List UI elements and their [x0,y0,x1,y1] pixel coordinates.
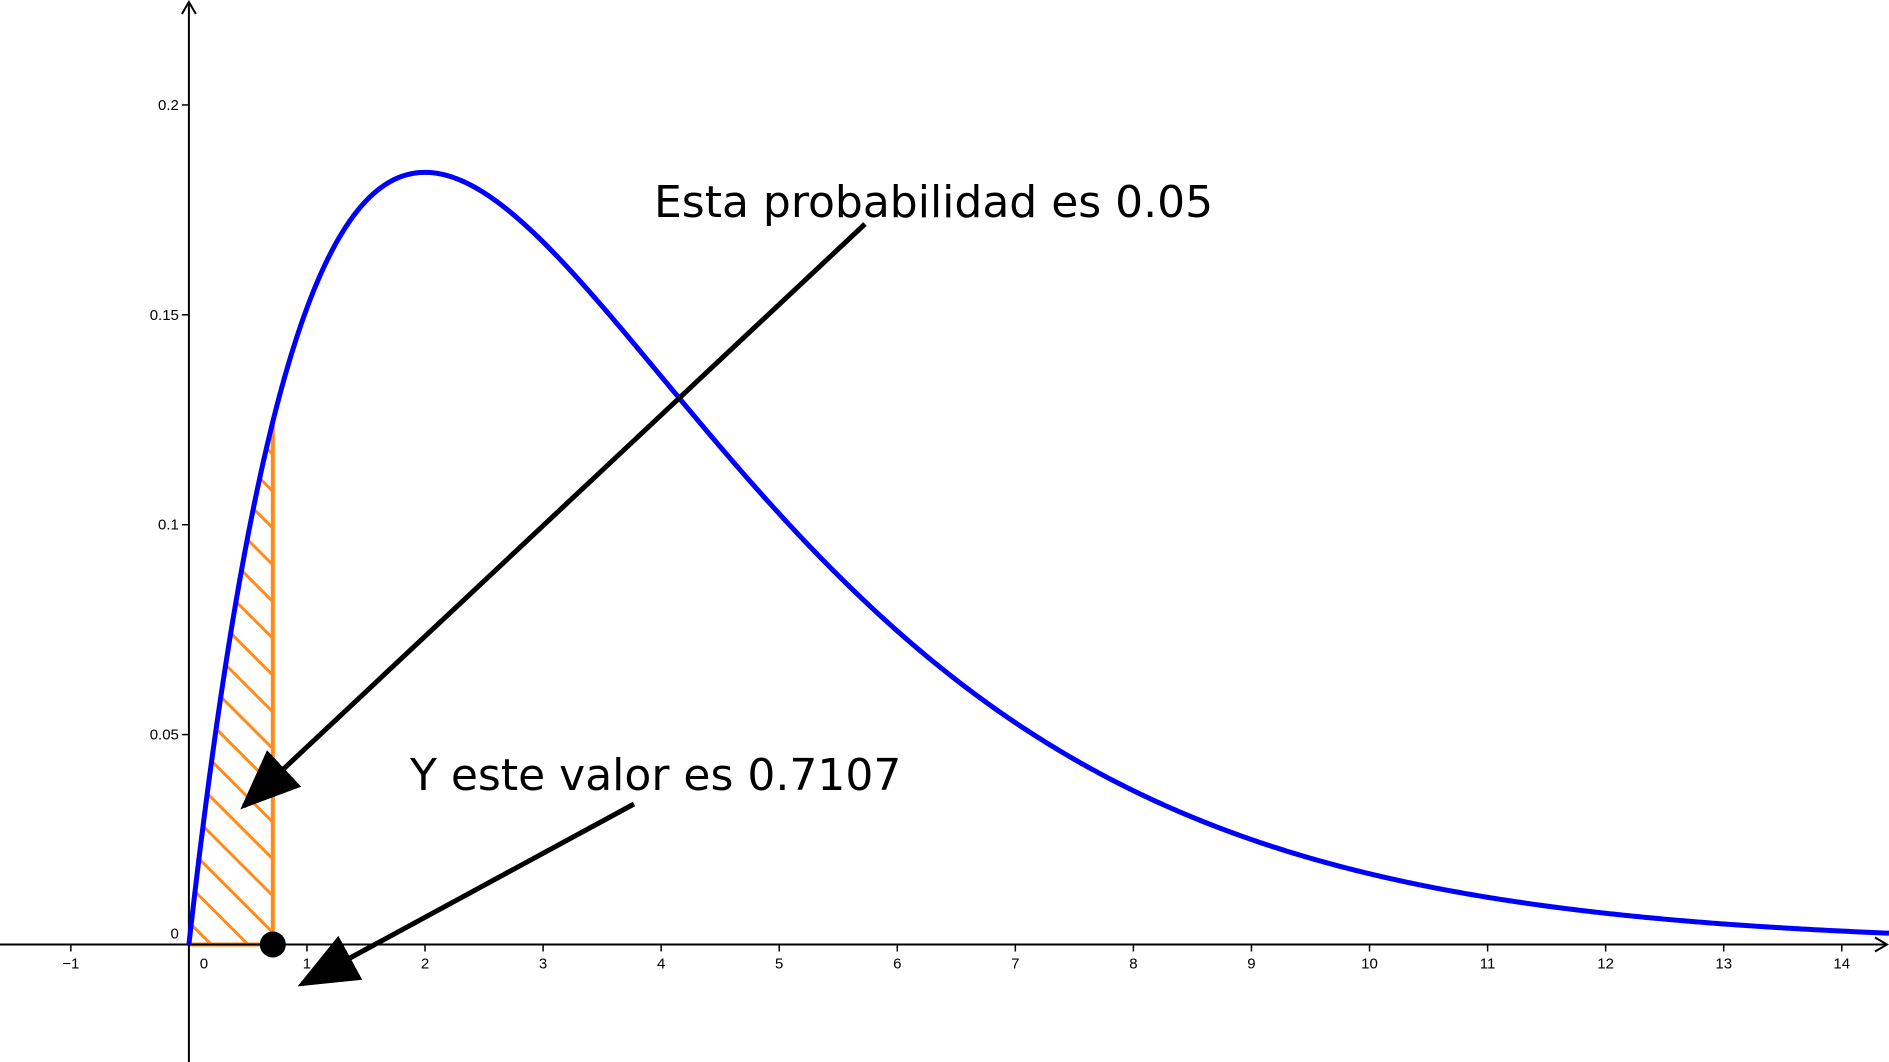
y-tick-label: 0 [171,925,179,942]
x-tick-label: 9 [1247,955,1255,972]
curve-layer [186,169,1889,945]
annotation-probability-arrow [240,222,867,810]
x-tick-label: 0 [200,955,208,972]
x-tick-label: 10 [1361,955,1378,972]
y-tick-label: 0.15 [150,307,179,324]
shaded-region [186,419,275,947]
annotation-value: Y este valor es 0.7107 [409,750,901,801]
x-tick-label: 14 [1833,955,1850,972]
x-tick-label: 12 [1597,955,1614,972]
annotation-probability: Esta probabilidad es 0.05 [654,177,1213,228]
annotations: Esta probabilidad es 0.05 Y este valor e… [240,177,1213,987]
y-axis-arrow [181,0,197,15]
x-tick-label: 7 [1011,955,1019,972]
x-tick-label: 4 [657,955,665,972]
shaded-region-layer [186,419,275,947]
density-curve [186,169,1889,945]
x-tick-label: 3 [539,955,547,972]
x-tick-label: −1 [62,955,79,972]
x-tick-label: 2 [421,955,429,972]
x-axis-arrow [1874,936,1889,953]
x-tick-label: 5 [775,955,783,972]
x-tick-label: 11 [1480,955,1496,972]
x-tick-label: 8 [1129,955,1137,972]
y-tick-label: 0.2 [158,97,179,114]
x-tick-label: 13 [1715,955,1732,972]
critical-point [259,931,286,958]
point-layer [259,931,286,958]
x-tick-label: 6 [893,955,901,972]
y-tick-label: 0.1 [158,517,179,534]
annotation-value-arrow [297,801,636,987]
x-tick-label: 1 [303,955,311,972]
y-tick-label: 0.05 [150,727,179,744]
